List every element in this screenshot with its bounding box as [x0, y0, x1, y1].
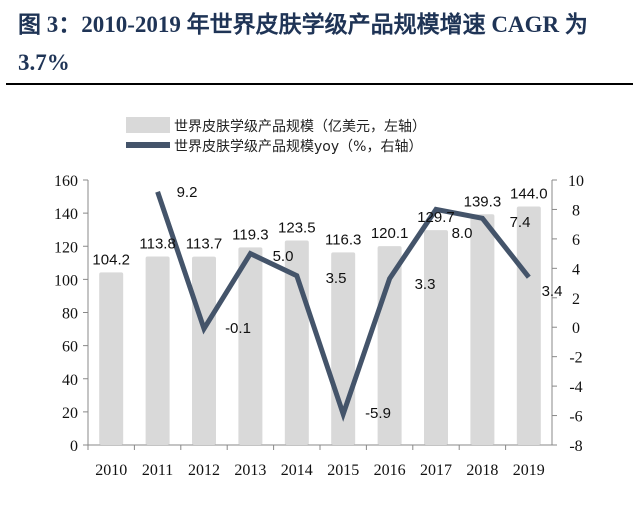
left-tick-label: 80 [62, 306, 78, 323]
bar-data-label: 104.2 [92, 251, 130, 268]
line-data-label: -0.1 [225, 320, 251, 337]
right-tick-label: 0 [572, 320, 580, 337]
bar-2017 [424, 230, 448, 445]
right-tick-label: 10 [568, 173, 584, 190]
x-tick-label: 2014 [281, 462, 313, 479]
x-tick-label: 2013 [234, 462, 266, 479]
x-tick-label: 2015 [327, 462, 359, 479]
line-data-label: 9.2 [177, 184, 198, 201]
legend-label-bar: 世界皮肤学级产品规模（亿美元，左轴） [174, 119, 426, 135]
line-data-label: 3.3 [415, 276, 436, 293]
bar-data-label: 113.7 [186, 236, 222, 253]
left-tick-label: 120 [54, 239, 78, 256]
legend-swatch-line [126, 142, 170, 148]
x-tick-label: 2019 [513, 462, 545, 479]
right-tick-label: -6 [569, 409, 582, 426]
title-divider [6, 83, 633, 85]
legend-label-line: 世界皮肤学级产品规模yoy（%，右轴） [174, 139, 422, 155]
bar-2011 [145, 256, 170, 445]
x-tick-label: 2012 [188, 462, 220, 479]
bar-2018 [470, 214, 495, 445]
line-data-label: 5.0 [273, 248, 294, 265]
bar-data-label: 113.8 [139, 236, 175, 253]
chart-title: 图 3：2010-2019 年世界皮肤学级产品规模增速 CAGR 为 3.7% [18, 12, 588, 75]
bar-2010 [99, 272, 124, 445]
legend-swatch-bar [126, 117, 170, 133]
x-tick-label: 2016 [374, 462, 406, 479]
bar-2012 [192, 256, 216, 445]
bar-data-label: 139.3 [464, 193, 502, 210]
bar-2013 [238, 247, 263, 445]
line-data-label: 7.4 [510, 214, 531, 231]
line-data-label: 3.5 [326, 270, 347, 287]
right-tick-label: -8 [569, 438, 582, 455]
right-tick-label: 8 [572, 202, 580, 219]
right-tick-label: 4 [572, 261, 580, 278]
x-tick-label: 2018 [466, 462, 498, 479]
right-tick-label: 2 [572, 291, 580, 308]
bar-data-label: 123.5 [278, 219, 316, 236]
x-tick-label: 2010 [95, 462, 127, 479]
bar-data-label: 129.7 [417, 209, 455, 226]
left-tick-label: 140 [54, 206, 78, 223]
yoy-line [155, 190, 531, 422]
line-data-label: 3.4 [542, 283, 563, 300]
bar-2019 [516, 206, 541, 445]
left-tick-label: 60 [62, 339, 78, 356]
line-data-label: 8.0 [452, 225, 473, 242]
bar-data-label: 144.0 [510, 186, 548, 203]
bar-data-label: 120.1 [371, 225, 409, 242]
left-tick-label: 100 [54, 272, 78, 289]
left-tick-label: 0 [70, 438, 78, 455]
line-data-label: -5.9 [365, 405, 391, 422]
right-tick-label: -4 [569, 379, 582, 396]
bar-data-label: 116.3 [325, 231, 361, 248]
left-tick-label: 40 [62, 372, 78, 389]
x-tick-label: 2011 [142, 462, 173, 479]
left-tick-label: 20 [62, 405, 78, 422]
x-tick-label: 2017 [420, 462, 452, 479]
right-tick-label: 6 [572, 232, 580, 249]
bar-data-label: 119.3 [232, 226, 268, 243]
right-tick-label: -2 [569, 350, 582, 367]
left-tick-label: 160 [54, 173, 78, 190]
